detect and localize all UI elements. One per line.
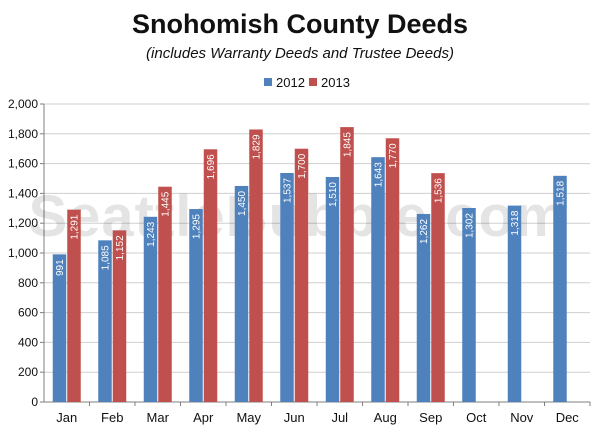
legend-swatch-2012 [264,78,272,86]
bar-2012-jul [325,177,340,402]
bar-2013-sep [431,173,445,402]
y-tick-label: 800 [18,276,38,290]
data-label: 1,152 [115,235,126,260]
bar-2012-nov [507,205,522,402]
data-label: 1,302 [465,213,476,238]
y-tick-label: 1,600 [8,157,38,171]
y-tick-label: 200 [18,365,38,379]
gridlines [44,103,590,403]
data-label: 1,450 [237,191,248,216]
bar-2012-may [234,185,249,402]
bar-2012-feb [98,240,112,402]
data-label: 1,262 [419,219,430,244]
x-category-label: Jan [56,410,77,425]
bar-2013-apr [203,149,218,402]
x-category-label: Jul [331,410,348,425]
x-category-label: Feb [101,410,123,425]
y-tick-label: 1,800 [8,127,38,141]
data-label: 1,295 [192,214,203,239]
data-label: 1,845 [343,132,354,157]
data-label: 1,318 [510,210,521,235]
x-category-label: Dec [556,410,580,425]
y-tick-label: 1,400 [8,186,38,200]
x-category-label: Sep [419,410,442,425]
y-tick-label: 0 [31,395,38,409]
bar-2013-feb [112,230,127,402]
data-label: 1,829 [252,134,263,159]
legend-label-2013: 2013 [321,75,350,90]
chart-subtitle: (includes Warranty Deeds and Trustee Dee… [146,45,454,62]
data-label: 1,510 [328,182,339,207]
x-category-label: Aug [374,410,397,425]
data-label: 1,700 [297,153,308,178]
bars [52,127,567,402]
y-tick-label: 2,000 [8,97,38,111]
bar-2012-apr [189,209,203,402]
data-label: 1,696 [206,154,217,179]
y-tick-label: 600 [18,306,38,320]
x-category-label: Jun [284,410,305,425]
bar-2012-jun [280,172,294,402]
bar-2013-may [249,129,263,402]
bar-2013-jul [340,127,354,402]
bar-2012-jan [52,254,67,402]
y-axis: 0 200 400 600 800 1,000 1,200 1,400 1,600 1,800 2,… [8,97,45,409]
bar-2012-aug [371,157,385,402]
bar-2013-jan [67,209,81,402]
x-category-label: Apr [193,410,214,425]
data-label: 991 [55,259,66,276]
x-axis: Jan Feb Mar Apr May Jun Jul Aug Sep Oct Nov Dec [56,402,591,425]
x-category-label: May [236,410,261,425]
data-label: 1,085 [101,245,112,270]
bar-2012-sep [416,213,431,402]
data-label: 1,770 [388,143,399,168]
bar-2013-aug [385,138,400,402]
legend-swatch-2013 [309,78,317,86]
legend: 2012 2013 [264,75,350,90]
bar-2013-jun [294,148,309,402]
data-label: 1,536 [434,178,445,203]
bar-2012-dec [553,175,567,402]
x-category-label: Oct [466,410,487,425]
y-tick-label: 1,200 [8,216,38,230]
chart-title: Snohomish County Deeds [132,9,468,39]
data-label: 1,518 [556,180,567,205]
data-label: 1,291 [70,214,81,239]
data-label: 1,445 [161,191,172,216]
y-tick-label: 400 [18,335,38,349]
data-label: 1,243 [146,221,157,246]
data-labels: 991 1,291 1,085 1,152 1,243 1,445 1,295 1,696 1,… [55,132,567,276]
legend-label-2012: 2012 [276,75,305,90]
bar-2012-oct [462,208,476,402]
x-category-label: Nov [510,410,534,425]
y-tick-label: 1,000 [8,246,38,260]
data-label: 1,537 [283,178,294,203]
bar-2013-mar [158,186,172,402]
x-category-label: Mar [147,410,170,425]
bar-2012-mar [143,216,158,402]
data-label: 1,643 [374,162,385,187]
